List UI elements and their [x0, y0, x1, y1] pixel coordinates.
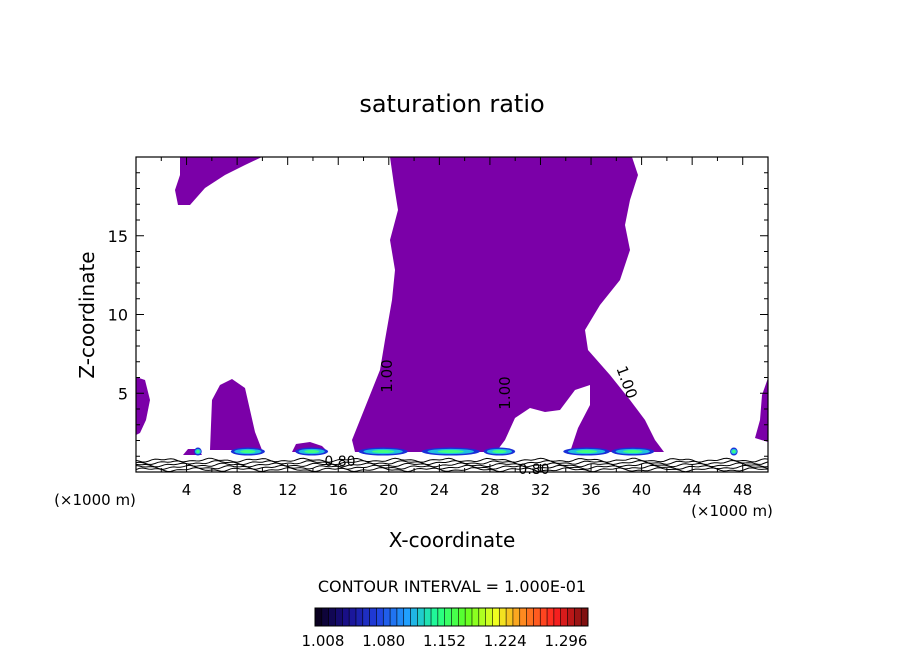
band-inner	[196, 450, 200, 454]
colorbar-cell	[369, 608, 377, 626]
x-unit-left: (×1000 m)	[54, 491, 136, 509]
colorbar-cell	[465, 608, 473, 626]
colorbar-cell	[451, 608, 459, 626]
region-upper-left	[175, 157, 262, 205]
x-tick-label: 40	[632, 481, 651, 499]
y-tick-label: 15	[108, 227, 128, 246]
contour-label-4: 0.80	[324, 454, 355, 470]
region-plume-8km	[210, 379, 262, 450]
colorbar-tick-label: 1.152	[423, 632, 466, 650]
colorbar-cell	[471, 608, 480, 626]
colorbar-cell	[335, 608, 343, 626]
x-tick-label: 8	[232, 481, 242, 499]
colorbar-labels: 1.008 1.080 1.152 1.224 1.296	[302, 632, 588, 650]
x-tick-label: 24	[430, 481, 449, 499]
colorbar-tick-label: 1.296	[545, 632, 588, 650]
region-large-plume	[352, 157, 664, 452]
y-tick-label: 10	[108, 306, 128, 325]
colorbar-cell	[540, 608, 548, 626]
colorbar-cell	[355, 608, 364, 626]
colorbar-cell	[424, 608, 432, 626]
x-tick-label: 16	[329, 481, 348, 499]
x-tick-label: 32	[531, 481, 550, 499]
colorbar-cell	[478, 608, 487, 626]
band-inner	[304, 450, 320, 454]
supersaturation-bands	[194, 447, 738, 456]
colorbar-cell	[410, 608, 418, 626]
contour-label-2: 1.00	[496, 376, 514, 409]
region-left-edge	[136, 377, 150, 435]
colorbar-cell	[417, 608, 425, 626]
colorbar-cell	[362, 608, 371, 626]
band-inner	[492, 450, 507, 454]
colorbar-cell	[349, 608, 357, 626]
colorbar-cell	[437, 608, 446, 626]
x-axis-label: X-coordinate	[389, 528, 516, 552]
colorbar-cell	[315, 608, 323, 626]
colorbar-cell	[526, 608, 534, 626]
x-tick-label: 36	[581, 481, 600, 499]
x-tick-label: 44	[683, 481, 702, 499]
y-tick-label: 5	[118, 384, 128, 403]
colorbar-tick-label: 1.224	[484, 632, 527, 650]
colorbar-tick-label: 1.008	[302, 632, 345, 650]
colorbar-cell	[403, 608, 412, 626]
colorbar-cell	[492, 608, 500, 626]
band-inner	[576, 450, 598, 454]
colorbar-cell	[396, 608, 405, 626]
contour-label-5: 0.80	[518, 462, 549, 478]
colorbar-cell	[485, 608, 493, 626]
band-inner	[437, 450, 464, 454]
surface-contour	[136, 464, 768, 470]
contour-labels: 1.00 1.00 1.00 0.80 0.80	[324, 359, 640, 478]
colorbar-cell	[560, 608, 569, 626]
x-tick-label: 12	[278, 481, 297, 499]
colorbar-cell	[506, 608, 514, 626]
colorbar-tick-label: 1.080	[362, 632, 405, 650]
x-tick-label: 4	[182, 481, 192, 499]
colorbar-cell	[512, 608, 521, 626]
colorbar	[314, 607, 589, 627]
surface-contour-lines	[136, 457, 768, 472]
surface-contour	[136, 467, 768, 472]
colorbar-cell	[547, 608, 555, 626]
colorbar-cell	[574, 608, 582, 626]
colorbar-cell	[499, 608, 507, 626]
contour-label-1: 1.00	[378, 359, 396, 392]
colorbar-cell	[458, 608, 466, 626]
colorbar-cell	[390, 608, 398, 626]
x-tick-label: 20	[379, 481, 398, 499]
band-inner	[240, 450, 256, 454]
colorbar-cell	[519, 608, 528, 626]
colorbar-cell	[321, 608, 330, 626]
colorbar-cell	[328, 608, 336, 626]
surface-contour	[136, 459, 768, 466]
colorbar-cell	[342, 608, 350, 626]
colorbar-cell	[383, 608, 391, 626]
surface-contour	[136, 457, 768, 463]
region-right-edge	[755, 378, 768, 442]
colorbar-cell	[533, 608, 541, 626]
x-tick-label: 28	[480, 481, 499, 499]
y-axis-label: Z-coordinate	[75, 251, 99, 378]
band-inner	[372, 450, 395, 454]
colorbar-cell	[581, 608, 589, 626]
colorbar-cell	[567, 608, 575, 626]
band-inner	[732, 450, 736, 454]
x-unit-right: (×1000 m)	[691, 502, 773, 520]
colorbar-frame	[314, 607, 589, 627]
chart-title: saturation ratio	[359, 90, 544, 118]
colorbar-cell	[553, 608, 562, 626]
colorbar-cell	[376, 608, 384, 626]
x-tick-label: 48	[733, 481, 752, 499]
contour-interval: CONTOUR INTERVAL = 1.000E-01	[318, 577, 586, 596]
colorbar-cell	[444, 608, 452, 626]
colorbar-cell	[431, 608, 439, 626]
band-inner	[623, 450, 643, 454]
